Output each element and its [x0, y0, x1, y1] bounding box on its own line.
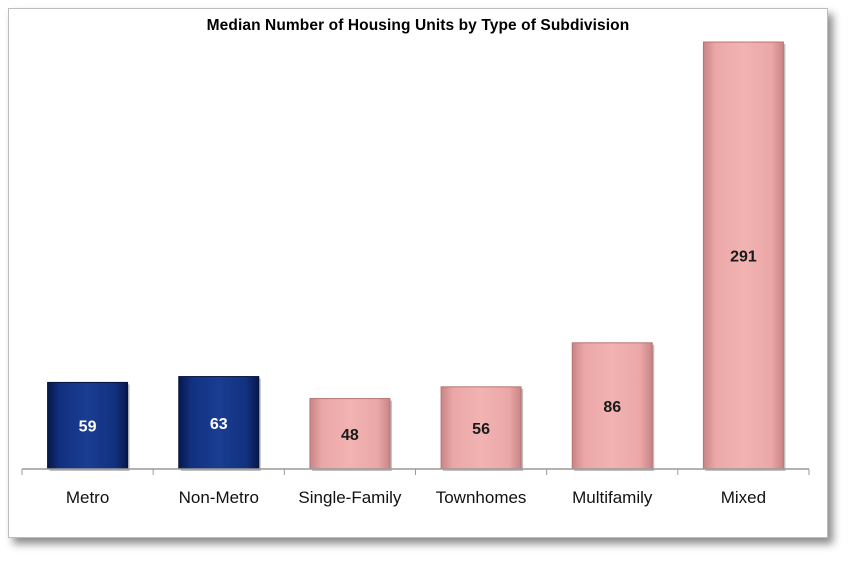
bar-chart: 59 63 48 56 86 291 Metro Non-Metro Single-Famil… — [21, 41, 810, 507]
x-tick-label: Townhomes — [436, 488, 527, 507]
bar-townhomes — [440, 386, 522, 470]
data-label: 59 — [79, 419, 97, 436]
data-label: 291 — [730, 249, 757, 266]
x-tick-label: Non-Metro — [179, 488, 259, 507]
bar-non-metro — [178, 376, 260, 470]
data-label: 63 — [210, 416, 228, 433]
chart-card: Median Number of Housing Units by Type o… — [8, 8, 828, 538]
bar-single-family — [309, 398, 391, 470]
x-tick-label: Single-Family — [298, 488, 401, 507]
data-label: 86 — [603, 399, 621, 416]
bar-multifamily — [571, 342, 653, 470]
x-tick-label: Mixed — [721, 488, 766, 507]
bar-metro — [47, 381, 129, 470]
x-tick-label: Metro — [66, 488, 109, 507]
data-label: 48 — [341, 427, 359, 444]
chart-title: Median Number of Housing Units by Type o… — [206, 17, 630, 34]
x-tick-label: Multifamily — [572, 488, 653, 507]
bar-mixed — [702, 41, 784, 470]
data-label: 56 — [472, 421, 490, 438]
